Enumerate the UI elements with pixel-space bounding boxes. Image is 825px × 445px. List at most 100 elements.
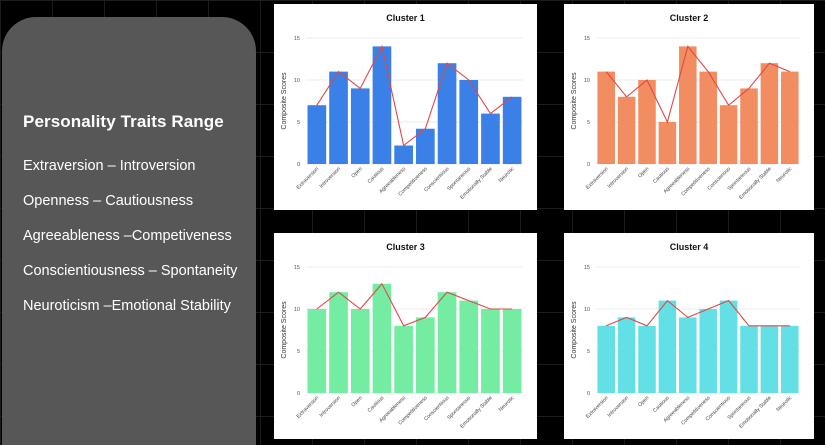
trait-item: Extraversion – Introversion xyxy=(23,158,196,174)
bar xyxy=(307,309,327,393)
cluster-4-chart: Cluster 4 Composite Scores 0 5 10 15 Extravers… xyxy=(571,242,800,430)
cluster-1-chart-card: Cluster 1 Composite Scores 0 5 10 15 Extravers… xyxy=(274,4,537,210)
bar xyxy=(350,309,370,393)
x-tick-label: Extraversion xyxy=(585,395,610,420)
bar xyxy=(416,128,435,164)
bar xyxy=(760,63,779,165)
bar xyxy=(699,71,717,164)
x-tick-label: Open xyxy=(637,166,650,179)
y-axis-label: Composite Scores xyxy=(571,301,578,359)
x-tick-label: Extraversion xyxy=(296,395,321,420)
cluster-2-chart: Cluster 2 Composite Scores 0 5 10 15 Extravers… xyxy=(571,13,800,201)
x-tick-label: Open xyxy=(350,166,363,179)
trend-line xyxy=(316,44,513,147)
cluster-4-chart-card: Cluster 4 Composite Scores 0 5 10 15 Extravers… xyxy=(564,233,814,439)
y-tick-label: 15 xyxy=(584,36,590,42)
bar xyxy=(329,71,348,164)
bar xyxy=(350,88,370,164)
bar xyxy=(638,80,656,164)
bar xyxy=(760,325,779,393)
x-tick-label: Neurotic xyxy=(775,166,793,184)
bar xyxy=(502,96,522,164)
bar xyxy=(329,292,348,393)
bar xyxy=(372,283,392,393)
bar xyxy=(740,88,758,164)
y-tick-label: 0 xyxy=(587,162,590,168)
y-tick-label: 0 xyxy=(297,162,300,168)
bar xyxy=(597,325,615,393)
bar xyxy=(719,300,738,393)
chart-title: Cluster 3 xyxy=(386,242,425,252)
trait-item: Conscientiousness – Spontaneity xyxy=(23,263,238,279)
bar xyxy=(502,309,522,393)
trend-line xyxy=(316,282,513,327)
cluster-3-chart-card: Cluster 3 Composite Scores 0 5 10 15 Extravers… xyxy=(274,233,537,439)
bar xyxy=(679,46,697,164)
y-axis-label: Composite Scores xyxy=(281,72,288,130)
x-tick-label: Cautious xyxy=(367,166,386,185)
y-tick-label: 5 xyxy=(587,120,590,126)
x-tick-label: Neurotic xyxy=(775,395,793,413)
bar xyxy=(597,71,615,164)
bar xyxy=(781,71,799,164)
y-tick-label: 15 xyxy=(294,265,300,271)
bar xyxy=(394,145,413,164)
x-tick-label: Cautious xyxy=(367,395,386,414)
cluster-1-chart: Cluster 1 Composite Scores 0 5 10 15 Extravers… xyxy=(281,13,523,201)
y-tick-label: 15 xyxy=(584,265,590,271)
x-tick-label: Extraversion xyxy=(585,166,610,191)
x-tick-label: Introversion xyxy=(319,395,342,418)
x-tick-label: Introversion xyxy=(319,166,342,189)
bar xyxy=(459,80,479,164)
x-tick-label: Cautious xyxy=(652,395,671,414)
bar xyxy=(372,46,392,164)
x-tick-label: Neurotic xyxy=(498,166,516,184)
chart-title: Cluster 2 xyxy=(670,13,709,23)
bar xyxy=(699,309,717,393)
x-tick-label: Introversion xyxy=(607,166,630,189)
bar xyxy=(437,292,457,393)
y-tick-label: 15 xyxy=(294,36,300,42)
bar xyxy=(481,309,500,393)
bar xyxy=(679,317,697,393)
bar xyxy=(638,325,656,393)
x-tick-label: Introversion xyxy=(607,395,630,418)
y-axis-label: Composite Scores xyxy=(571,72,578,130)
trend-line xyxy=(605,299,790,327)
chart-title: Cluster 4 xyxy=(670,242,709,252)
y-tick-label: 10 xyxy=(584,78,590,84)
cluster-2-chart-card: Cluster 2 Composite Scores 0 5 10 15 Extravers… xyxy=(564,4,814,210)
bar xyxy=(617,96,636,164)
bar xyxy=(719,105,738,164)
x-tick-label: Extraversion xyxy=(296,166,321,191)
y-tick-label: 5 xyxy=(297,349,300,355)
trait-list: Extraversion – Introversion Openness – C… xyxy=(23,157,253,332)
x-tick-label: Neurotic xyxy=(498,395,516,413)
bar xyxy=(781,325,799,393)
cluster-3-chart: Cluster 3 Composite Scores 0 5 10 15 Extravers… xyxy=(281,242,523,430)
y-tick-label: 0 xyxy=(297,391,300,397)
y-tick-label: 10 xyxy=(294,307,300,313)
y-tick-label: 0 xyxy=(587,391,590,397)
bar xyxy=(740,325,758,393)
bar xyxy=(416,317,435,393)
x-tick-label: Open xyxy=(350,395,363,408)
y-tick-label: 5 xyxy=(297,120,300,126)
y-tick-label: 10 xyxy=(294,78,300,84)
y-tick-label: 10 xyxy=(584,307,590,313)
y-tick-label: 5 xyxy=(587,349,590,355)
trend-line xyxy=(605,45,791,124)
x-tick-label: Cautious xyxy=(652,166,671,185)
trait-item: Openness – Cautiousness xyxy=(23,193,194,209)
x-tick-label: Open xyxy=(637,395,650,408)
bar xyxy=(459,300,479,393)
bar xyxy=(307,105,327,164)
bar xyxy=(394,325,413,393)
panel-title: Personality Traits Range xyxy=(23,112,224,131)
bar xyxy=(617,317,636,393)
bar xyxy=(437,63,457,165)
chart-title: Cluster 1 xyxy=(386,13,425,23)
trait-item: Neuroticism –Emotional Stability xyxy=(23,298,231,314)
bar xyxy=(658,300,677,393)
y-axis-label: Composite Scores xyxy=(281,301,288,359)
